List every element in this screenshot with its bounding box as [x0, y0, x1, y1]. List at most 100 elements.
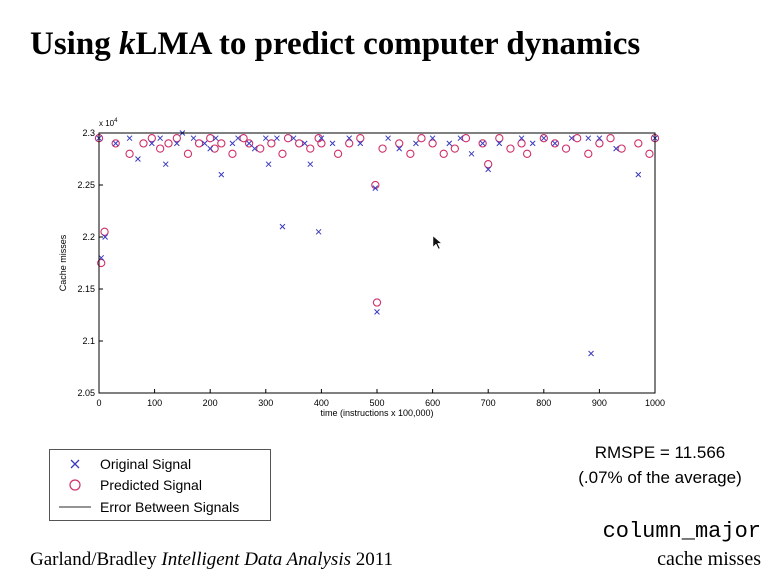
original-point: [585, 135, 592, 142]
predicted-point: [228, 149, 237, 158]
original-point: [596, 135, 603, 142]
rmspe-percent: (.07% of the average): [578, 468, 742, 487]
original-point: [212, 135, 219, 142]
predicted-point: [634, 139, 643, 148]
rmspe-annotation: RMSPE = 11.566 (.07% of the average): [560, 440, 760, 490]
predicted-point: [100, 227, 109, 236]
predicted-point: [283, 134, 293, 143]
rmspe-value: RMSPE = 11.566: [594, 443, 726, 462]
original-point: [329, 140, 336, 147]
predicted-point: [428, 139, 437, 148]
predicted-point: [450, 144, 459, 153]
x-axis-label: time (instructions x 100,000): [320, 408, 433, 418]
predicted-point: [164, 139, 173, 148]
original-point: [112, 140, 119, 147]
original-point: [552, 140, 558, 147]
original-point: [235, 135, 241, 142]
predicted-point: [439, 149, 448, 158]
predicted-point: [278, 149, 287, 158]
original-point: [162, 161, 169, 168]
predicted-point: [156, 144, 165, 153]
predicted-point: [550, 139, 560, 148]
dataset-description: cache misses: [657, 548, 761, 570]
predicted-point: [484, 160, 493, 169]
predicted-point: [194, 139, 204, 148]
predicted-point: [244, 139, 254, 148]
x-marker-icon: [50, 458, 100, 470]
y-exponent-label: x 104: [99, 118, 118, 128]
original-point: [635, 171, 642, 178]
x-tick-label: 700: [481, 398, 496, 408]
predicted-point: [372, 298, 382, 307]
line-marker-icon: [50, 502, 100, 512]
predicted-point: [561, 144, 571, 153]
circle-marker-icon: [50, 478, 100, 492]
citation-footer: Garland/Bradley Intelligent Data Analysi…: [30, 549, 394, 570]
predicted-point: [395, 139, 404, 148]
original-point: [126, 135, 133, 142]
original-point: [301, 140, 308, 147]
x-tick-label: 600: [425, 398, 440, 408]
original-point: [207, 145, 214, 152]
original-point: [218, 171, 225, 178]
x-tick-label: 0: [96, 398, 101, 408]
dataset-code-label: column_major: [602, 519, 761, 544]
original-point: [496, 140, 503, 147]
original-point: [429, 135, 436, 142]
predicted-point: [210, 144, 219, 153]
predicted-point: [345, 139, 354, 148]
predicted-point: [584, 149, 593, 158]
original-point: [346, 135, 353, 142]
legend-item-original: Original Signal: [50, 454, 191, 474]
legend-item-predicted: Predicted Signal: [50, 475, 202, 495]
predicted-point: [183, 149, 193, 158]
predicted-point: [111, 139, 120, 148]
axis-ticks: 0 100 200 300 400 500 600 700 800 900 1000 2.05 2.1 2…: [77, 128, 665, 408]
x-tick-label: 300: [258, 398, 273, 408]
original-point: [613, 145, 619, 152]
original-point: [413, 140, 419, 147]
original-point: [135, 156, 141, 162]
predicted-point: [239, 134, 248, 143]
x-tick-label: 500: [369, 398, 384, 408]
predicted-point: [495, 134, 504, 143]
predicted-point: [267, 139, 276, 148]
original-point: [251, 145, 258, 152]
predicted-point: [606, 134, 615, 143]
original-point: [201, 140, 208, 147]
original-point: [102, 234, 108, 240]
original-point: [468, 150, 475, 157]
y-tick-label: 2.3: [82, 128, 95, 138]
scatter-chart: 0 100 200 300 400 500 600 700 800 900 1000 2.05 2.1 2…: [58, 118, 665, 418]
predicted-point: [256, 144, 265, 153]
predicted-point: [306, 144, 315, 153]
legend-label-predicted: Predicted Signal: [100, 477, 202, 493]
predicted-point: [97, 258, 106, 268]
slide-title: Using kLMA to predict computer dynamics: [30, 26, 641, 62]
x-tick-label: 200: [203, 398, 218, 408]
original-point: [479, 140, 486, 147]
y-tick-label: 2.15: [77, 284, 95, 294]
original-point: [274, 135, 280, 142]
legend-item-error: Error Between Signals: [50, 497, 239, 517]
original-point: [318, 135, 325, 142]
original-point: [148, 140, 155, 147]
y-tick-label: 2.25: [77, 180, 95, 190]
original-point: [457, 135, 464, 142]
legend-label-original: Original Signal: [100, 456, 192, 472]
y-tick-label: 2.05: [77, 388, 95, 398]
predicted-point: [406, 149, 415, 158]
original-point: [385, 135, 391, 142]
original-point: [290, 135, 297, 142]
predicted-point: [417, 134, 426, 143]
predicted-point: [206, 134, 215, 143]
predicted-point: [461, 134, 471, 143]
predicted-point: [522, 149, 532, 158]
x-tick-label: 900: [592, 398, 607, 408]
predicted-point: [333, 149, 343, 158]
original-point: [568, 135, 575, 142]
y-tick-label: 2.2: [82, 232, 95, 242]
original-point: [190, 135, 197, 142]
mouse-cursor-icon: [432, 235, 443, 250]
predicted-point: [356, 134, 365, 143]
